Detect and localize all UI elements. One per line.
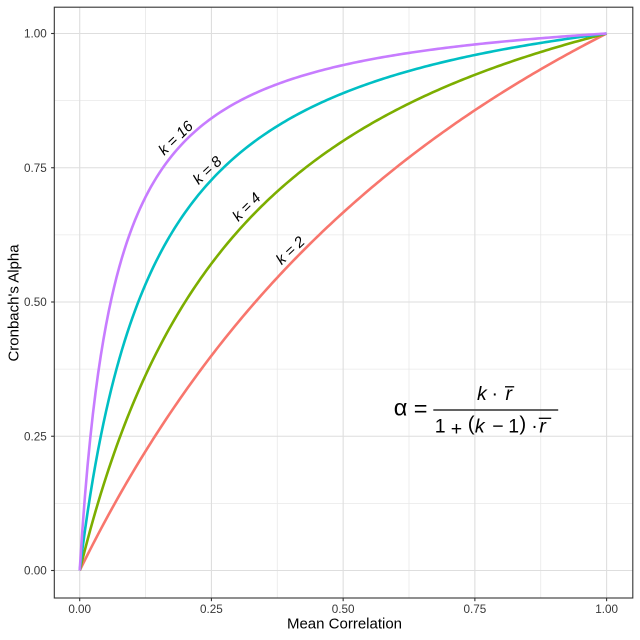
svg-text:k: k	[477, 383, 488, 405]
svg-text:r: r	[506, 383, 514, 405]
svg-text:1: 1	[508, 416, 519, 438]
svg-text:·: ·	[492, 383, 499, 405]
svg-text:0.25: 0.25	[24, 430, 47, 443]
svg-text:(: (	[468, 413, 475, 436]
svg-text:=: =	[414, 395, 428, 421]
svg-text:): )	[519, 413, 526, 436]
svg-text:0.50: 0.50	[24, 296, 47, 309]
svg-text:−: −	[492, 416, 503, 438]
svg-text:·: ·	[531, 416, 538, 438]
svg-text:0.50: 0.50	[332, 603, 355, 616]
svg-text:0.00: 0.00	[68, 603, 91, 616]
svg-text:r: r	[539, 416, 547, 438]
svg-text:Cronbach's Alpha: Cronbach's Alpha	[6, 244, 23, 362]
svg-text:1.00: 1.00	[595, 603, 618, 616]
svg-text:+: +	[451, 418, 462, 440]
svg-text:α: α	[394, 395, 408, 421]
svg-text:k: k	[475, 416, 486, 438]
svg-text:Mean Correlation: Mean Correlation	[287, 616, 402, 633]
svg-text:1.00: 1.00	[24, 28, 47, 41]
svg-text:1: 1	[435, 416, 446, 438]
svg-text:0.75: 0.75	[463, 603, 486, 616]
svg-text:0.25: 0.25	[200, 603, 223, 616]
svg-text:0.00: 0.00	[24, 565, 47, 578]
svg-text:0.75: 0.75	[24, 162, 47, 175]
